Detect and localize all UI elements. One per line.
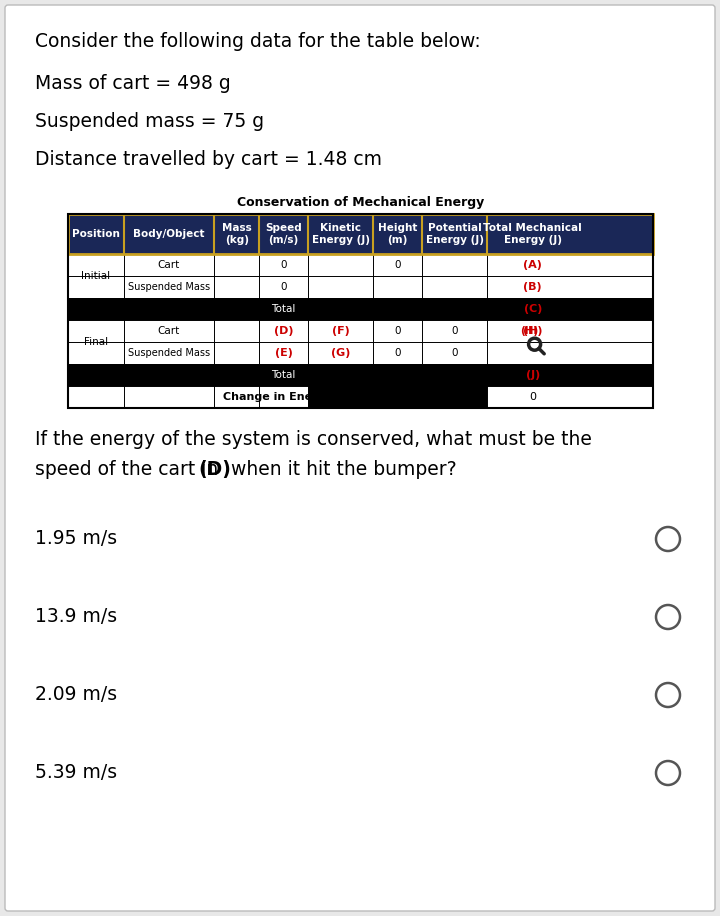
Text: (H): (H) bbox=[521, 326, 539, 336]
Text: 0: 0 bbox=[395, 348, 401, 358]
Bar bbox=[308, 298, 374, 320]
Bar bbox=[68, 364, 124, 386]
Text: Change in Energy: Change in Energy bbox=[223, 392, 333, 402]
Text: Mass of cart = 498 g: Mass of cart = 498 g bbox=[35, 74, 230, 93]
Text: Height
(m): Height (m) bbox=[378, 224, 418, 245]
Text: Speed
(m/s): Speed (m/s) bbox=[265, 224, 302, 245]
Text: 1.95 m/s: 1.95 m/s bbox=[35, 529, 117, 549]
Bar bbox=[68, 386, 653, 408]
Text: 5.39 m/s: 5.39 m/s bbox=[35, 764, 117, 782]
Text: (H): (H) bbox=[523, 326, 543, 336]
Text: Total: Total bbox=[271, 370, 296, 380]
Text: Initial: Initial bbox=[81, 271, 110, 281]
Text: 0: 0 bbox=[395, 260, 401, 270]
Text: 2.09 m/s: 2.09 m/s bbox=[35, 685, 117, 704]
Bar bbox=[215, 298, 259, 320]
Text: 0: 0 bbox=[529, 392, 536, 402]
Bar bbox=[68, 364, 653, 386]
Text: (A): (A) bbox=[523, 260, 542, 270]
Text: Consider the following data for the table below:: Consider the following data for the tabl… bbox=[35, 32, 481, 51]
Text: Position: Position bbox=[72, 229, 120, 239]
Text: (J): (J) bbox=[526, 370, 540, 380]
Bar bbox=[215, 364, 259, 386]
Bar bbox=[68, 214, 653, 408]
Text: Total Mechanical
Energy (J): Total Mechanical Energy (J) bbox=[483, 224, 582, 245]
Text: speed of the cart in: speed of the cart in bbox=[35, 460, 224, 479]
Text: (G): (G) bbox=[331, 348, 351, 358]
Text: when it hit the bumper?: when it hit the bumper? bbox=[225, 460, 456, 479]
Text: Potential
Energy (J): Potential Energy (J) bbox=[426, 224, 484, 245]
Text: (C): (C) bbox=[523, 304, 542, 314]
Text: 0: 0 bbox=[395, 326, 401, 336]
Text: (F): (F) bbox=[332, 326, 349, 336]
Bar bbox=[308, 364, 374, 386]
Text: Body/Object: Body/Object bbox=[133, 229, 204, 239]
Bar bbox=[124, 298, 215, 320]
Bar bbox=[374, 298, 422, 320]
Bar bbox=[68, 320, 653, 342]
Text: Suspended mass = 75 g: Suspended mass = 75 g bbox=[35, 112, 264, 131]
Bar bbox=[422, 386, 487, 408]
Text: Final: Final bbox=[84, 337, 108, 347]
Text: Suspended Mass: Suspended Mass bbox=[128, 282, 210, 292]
Text: Total: Total bbox=[271, 304, 296, 314]
Text: 0: 0 bbox=[451, 326, 458, 336]
Text: Kinetic
Energy (J): Kinetic Energy (J) bbox=[312, 224, 369, 245]
Bar bbox=[124, 364, 215, 386]
FancyBboxPatch shape bbox=[5, 5, 715, 911]
Bar bbox=[374, 386, 422, 408]
Bar bbox=[422, 364, 487, 386]
Bar bbox=[68, 254, 653, 276]
Text: (B): (B) bbox=[523, 282, 542, 292]
Text: 13.9 m/s: 13.9 m/s bbox=[35, 607, 117, 627]
Text: (D): (D) bbox=[274, 326, 293, 336]
Text: (E): (E) bbox=[274, 348, 292, 358]
Text: Mass
(kg): Mass (kg) bbox=[222, 224, 252, 245]
Bar bbox=[374, 364, 422, 386]
Text: 0: 0 bbox=[451, 348, 458, 358]
Bar bbox=[68, 298, 124, 320]
Text: If the energy of the system is conserved, what must be the: If the energy of the system is conserved… bbox=[35, 430, 592, 449]
Bar bbox=[422, 298, 487, 320]
Text: 0: 0 bbox=[280, 282, 287, 292]
Bar bbox=[68, 214, 653, 254]
Text: Conservation of Mechanical Energy: Conservation of Mechanical Energy bbox=[237, 196, 484, 209]
Bar bbox=[68, 298, 653, 320]
Text: Cart: Cart bbox=[158, 326, 180, 336]
Bar bbox=[68, 342, 653, 364]
Text: Cart: Cart bbox=[158, 260, 180, 270]
Bar bbox=[308, 386, 374, 408]
Text: 0: 0 bbox=[280, 260, 287, 270]
Text: (D): (D) bbox=[198, 460, 231, 479]
Bar bbox=[68, 276, 653, 298]
Text: Distance travelled by cart = 1.48 cm: Distance travelled by cart = 1.48 cm bbox=[35, 150, 382, 169]
Bar bbox=[68, 214, 653, 254]
Text: Suspended Mass: Suspended Mass bbox=[128, 348, 210, 358]
